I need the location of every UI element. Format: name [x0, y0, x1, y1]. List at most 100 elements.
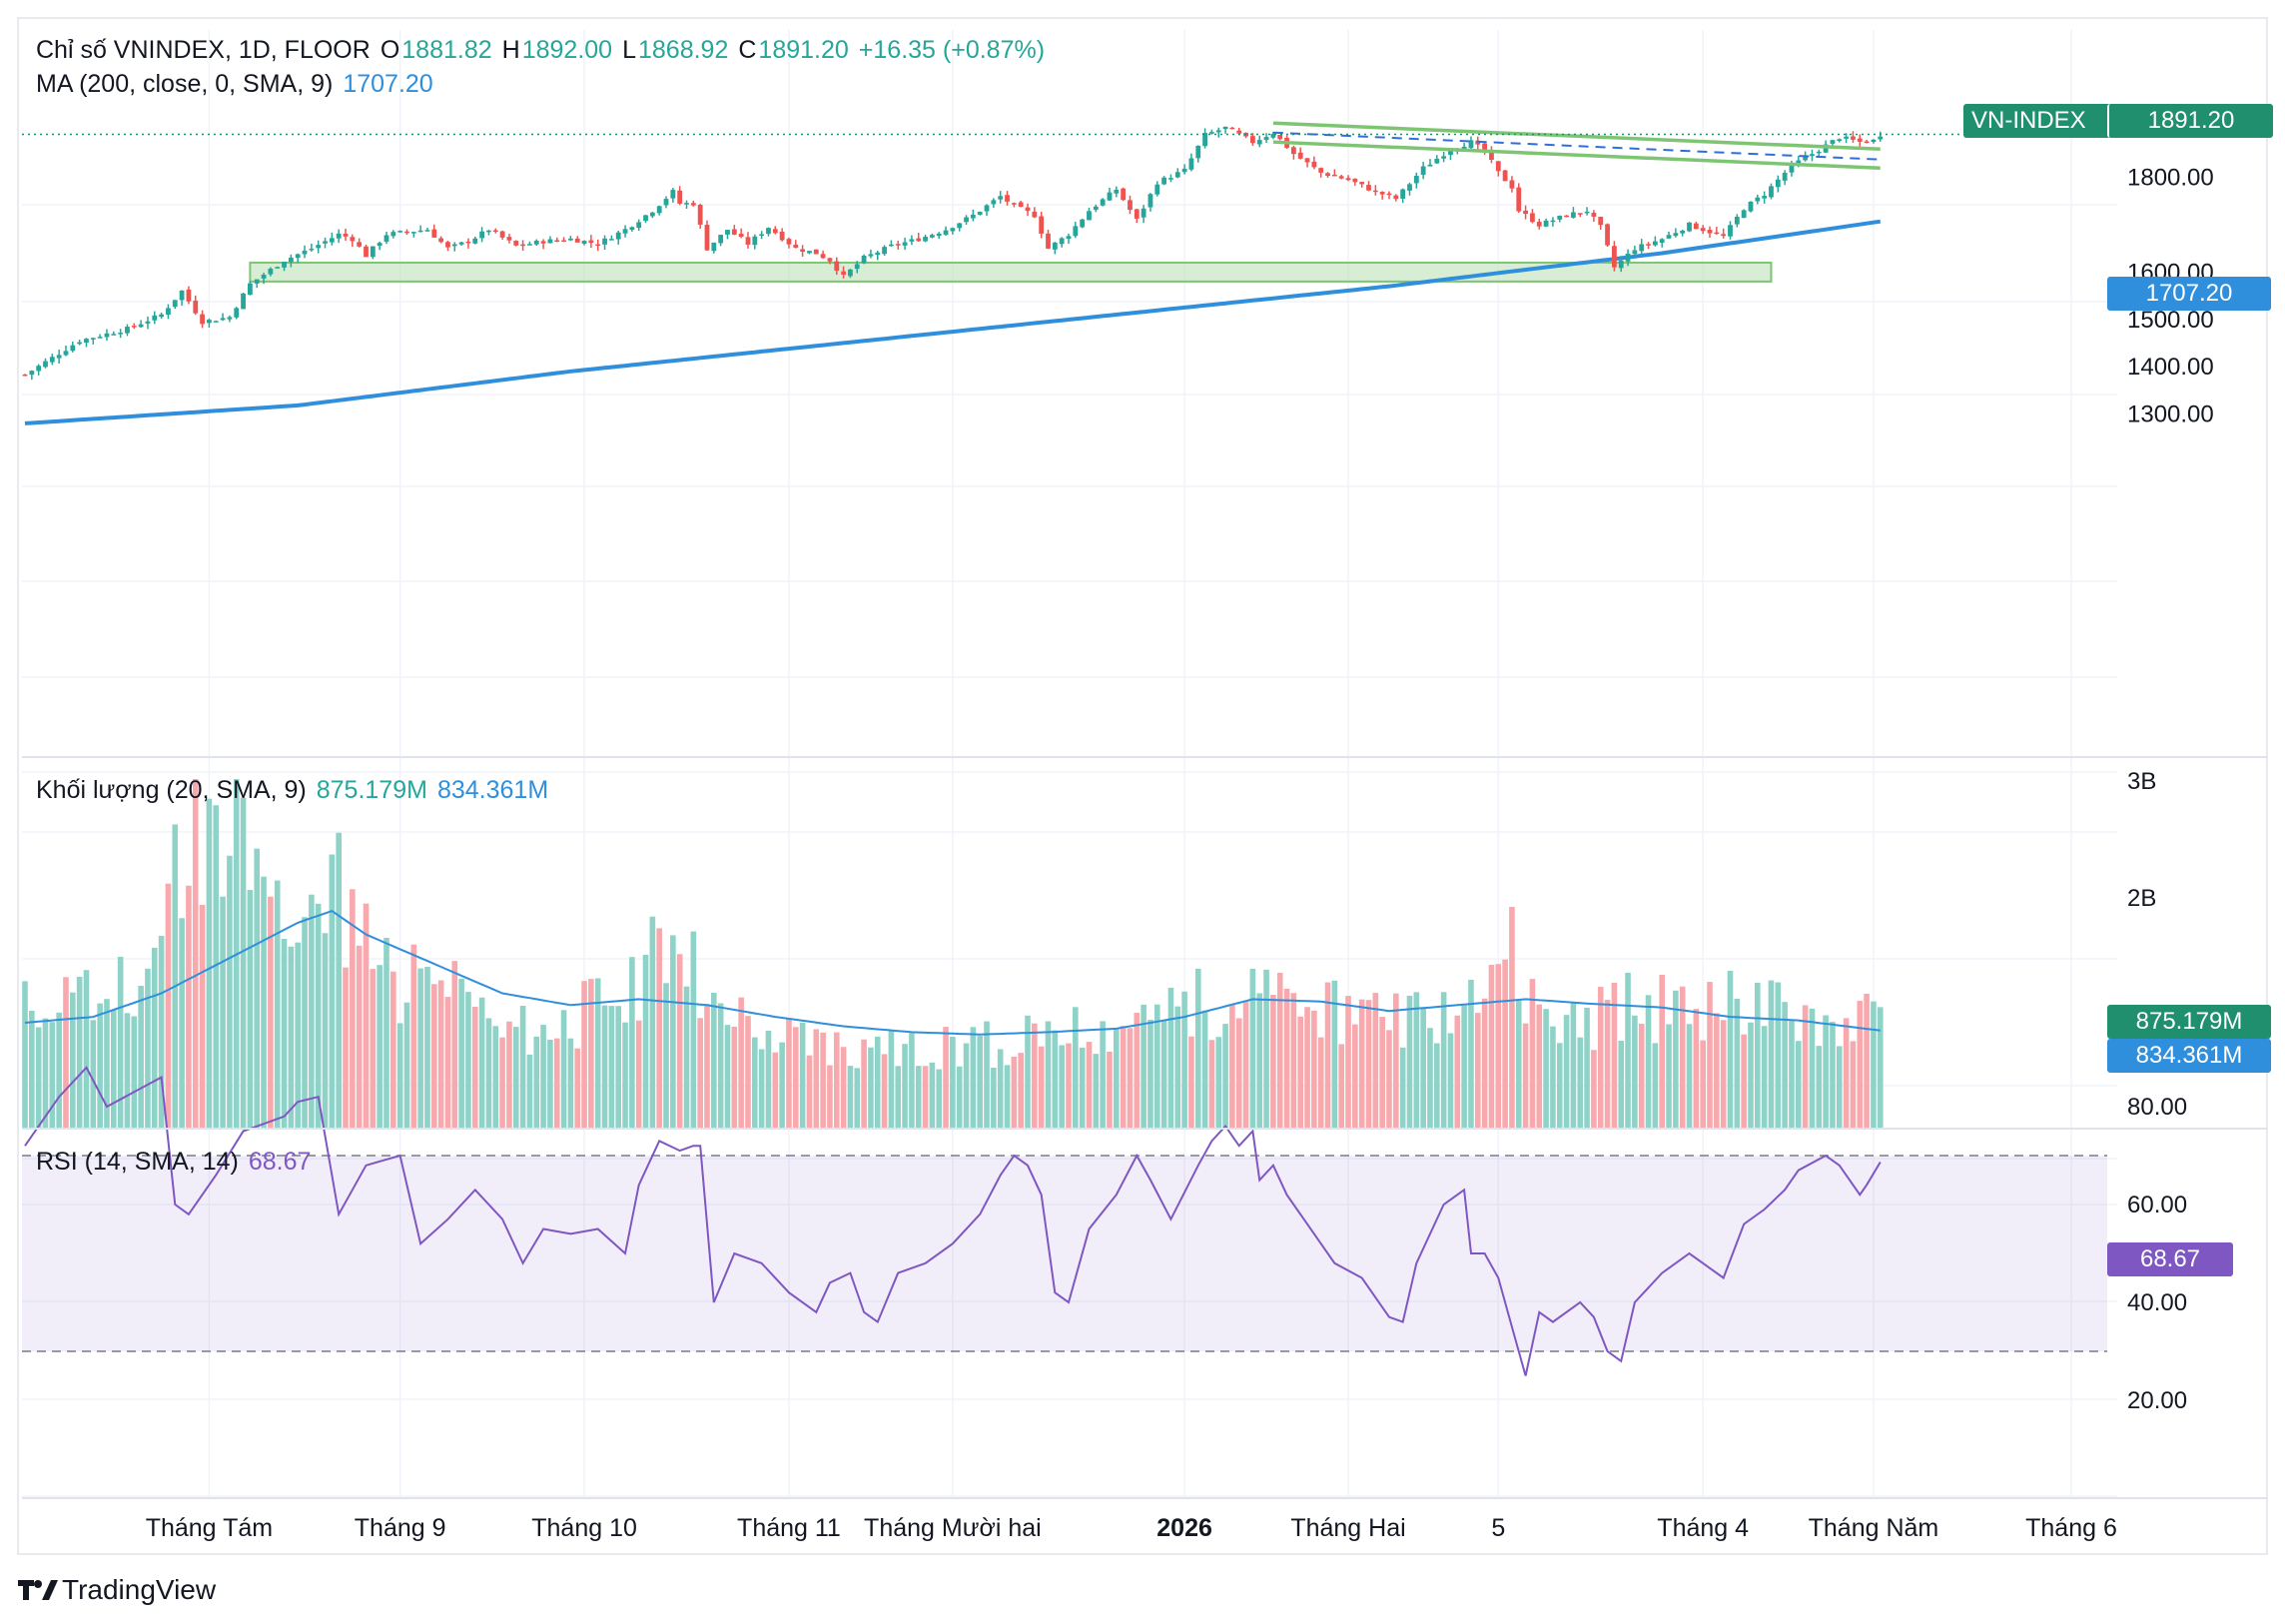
- candle-body: [731, 229, 737, 235]
- candle-body: [1509, 180, 1515, 189]
- candle-body: [1762, 196, 1768, 199]
- rsi-axis[interactable]: 80.00 60.00 40.00 20.00: [2127, 1094, 2187, 1414]
- volume-bar: [697, 1018, 703, 1129]
- candle-body: [1379, 192, 1385, 195]
- candle-body: [1632, 250, 1638, 255]
- volume-bar: [1679, 986, 1686, 1129]
- volume-bar: [806, 1055, 813, 1129]
- pane-separators[interactable]: [17, 17, 2268, 1555]
- candle-body: [479, 231, 485, 239]
- volume-bar: [1018, 1053, 1024, 1129]
- candle-body: [1693, 223, 1699, 230]
- volume-bar: [547, 1039, 553, 1129]
- volume-bar: [1638, 1023, 1645, 1129]
- candle-body: [977, 212, 983, 216]
- candle-body: [1687, 222, 1692, 232]
- candles: [22, 126, 1884, 381]
- volume-pane[interactable]: 3B2B1B: [22, 768, 2156, 1129]
- volume-bar: [1816, 1046, 1823, 1129]
- volume-bar: [370, 969, 377, 1129]
- volume-bar: [649, 916, 656, 1129]
- candle-body: [1250, 136, 1255, 144]
- candle-body: [499, 231, 505, 238]
- volume-ma-value: 834.361M: [436, 776, 549, 804]
- candle-body: [1066, 236, 1072, 239]
- candle-body: [595, 244, 601, 247]
- candle-body: [527, 244, 532, 246]
- volume-bar: [213, 805, 220, 1129]
- volume-badge: 875.179M: [2107, 1005, 2271, 1039]
- rsi-pane[interactable]: 80.00 60.00 40.00 20.00: [22, 1066, 2187, 1414]
- candle-body: [868, 254, 874, 257]
- volume-bar: [670, 935, 676, 1129]
- candle-body: [745, 237, 751, 245]
- volume-bar: [1073, 1007, 1079, 1129]
- volume-bar: [1543, 1009, 1549, 1129]
- candle-body: [1427, 164, 1433, 167]
- candle-body: [1209, 132, 1214, 134]
- candle-body: [561, 240, 566, 243]
- candle-body: [166, 308, 171, 316]
- volume-bar: [1857, 1001, 1864, 1129]
- candle-body: [207, 320, 212, 324]
- candle-body: [1128, 200, 1133, 211]
- candle-body: [1059, 238, 1065, 245]
- volume-bar: [1379, 1017, 1385, 1129]
- volume-bar: [1127, 1028, 1134, 1129]
- candle-body: [1195, 145, 1201, 159]
- volume-bar: [1311, 1010, 1317, 1129]
- candle-body: [1857, 138, 1863, 142]
- tradingview-brand[interactable]: TradingView: [18, 1574, 216, 1606]
- volume-bar: [936, 1069, 943, 1129]
- volume-bar: [1393, 993, 1399, 1129]
- volume-bar: [1775, 982, 1782, 1129]
- volume-bar: [792, 1027, 799, 1129]
- price-title: Chỉ số VNINDEX, 1D, FLOOR: [36, 36, 371, 64]
- candle-body: [943, 230, 949, 235]
- volume-tick-label: 2B: [2127, 885, 2156, 912]
- tradingview-logo-icon: [18, 1580, 58, 1600]
- volume-bar: [110, 1009, 117, 1129]
- volume-bar: [206, 798, 213, 1129]
- candle-body: [711, 242, 717, 252]
- volume-bar: [227, 855, 233, 1129]
- candle-body: [1605, 224, 1610, 246]
- candle-body: [1325, 173, 1330, 177]
- candle-body: [431, 229, 437, 238]
- candle-body: [138, 324, 144, 328]
- candle-body: [622, 229, 628, 234]
- volume-bar: [929, 1062, 936, 1129]
- candle-body: [643, 215, 648, 222]
- volume-ma-line: [24, 909, 1881, 1036]
- candle-body: [1093, 206, 1099, 211]
- volume-bar: [268, 896, 274, 1129]
- volume-bar: [451, 961, 458, 1129]
- candle-body: [1256, 140, 1262, 145]
- candle-body: [1236, 130, 1242, 134]
- candle-body: [1400, 189, 1406, 199]
- volume-bar: [1045, 1021, 1052, 1129]
- candle-body: [302, 250, 308, 255]
- candle-body: [1837, 139, 1843, 141]
- candle-body: [1502, 170, 1508, 182]
- volume-bar: [1509, 906, 1515, 1129]
- time-axis-label: Tháng 11: [737, 1514, 841, 1542]
- volume-axis[interactable]: 3B2B1B: [2127, 768, 2156, 1029]
- candle-body: [998, 196, 1004, 200]
- candle-body: [923, 237, 928, 242]
- volume-bar: [138, 985, 144, 1129]
- volume-bar: [1194, 968, 1201, 1129]
- candle-body: [1311, 161, 1317, 168]
- candle-body: [725, 230, 730, 235]
- volume-bar: [1843, 1018, 1850, 1129]
- candle-body: [288, 257, 294, 263]
- volume-bar: [1147, 1019, 1153, 1129]
- volume-bar: [588, 979, 594, 1129]
- volume-bar: [1331, 980, 1338, 1129]
- candle-body: [1646, 244, 1651, 246]
- time-axis[interactable]: Tháng Tám Tháng 9 Tháng 10 Tháng 11 Tháng Mư…: [146, 1514, 2117, 1542]
- volume-bar: [1100, 1021, 1106, 1129]
- time-axis-label: Tháng Hai: [1290, 1514, 1405, 1542]
